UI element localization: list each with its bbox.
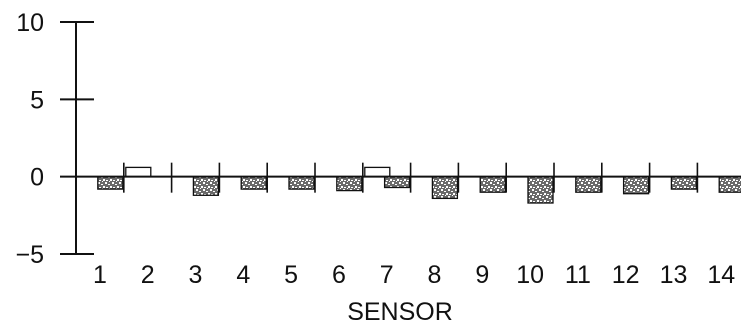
- bar-negative: [622, 176, 650, 195]
- x-tick-label: 6: [332, 261, 346, 289]
- x-tick-label: 8: [428, 261, 442, 289]
- bar-negative: [97, 176, 124, 190]
- x-tick-label: 12: [612, 261, 640, 289]
- bar-negative: [670, 176, 698, 190]
- x-tick-label: 2: [141, 261, 155, 289]
- axes-layer: [60, 21, 741, 255]
- bar-negative: [192, 176, 220, 196]
- bar-negative: [575, 176, 602, 193]
- y-tick-label: 5: [30, 86, 44, 114]
- x-tick-label: 9: [475, 261, 489, 289]
- x-tick-label: 3: [189, 261, 203, 289]
- bar-negative: [288, 176, 315, 190]
- bars-layer: [97, 166, 741, 204]
- x-tick-label: 14: [707, 261, 735, 289]
- bar-positive: [364, 166, 391, 178]
- bar-negative: [718, 176, 741, 193]
- bar-negative: [527, 176, 554, 204]
- y-tick-label: −5: [15, 241, 44, 269]
- x-tick-label: 11: [565, 261, 591, 289]
- bar-negative: [479, 176, 506, 193]
- x-tick-label: 7: [380, 261, 394, 289]
- x-tick-label: 4: [236, 261, 250, 289]
- bar-positive: [125, 166, 152, 178]
- bar-negative: [336, 176, 363, 192]
- x-axis-title: SENSOR: [347, 298, 453, 326]
- bar-negative: [431, 176, 459, 200]
- y-tick-label: 0: [30, 164, 44, 192]
- x-tick-label: 1: [93, 261, 107, 289]
- x-tick-label: 5: [284, 261, 298, 289]
- bar-negative: [240, 176, 267, 190]
- x-tick-label: 13: [660, 261, 688, 289]
- y-tick-label: 10: [16, 9, 44, 37]
- bar-negative: [383, 176, 411, 189]
- x-tick-label: 10: [516, 261, 544, 289]
